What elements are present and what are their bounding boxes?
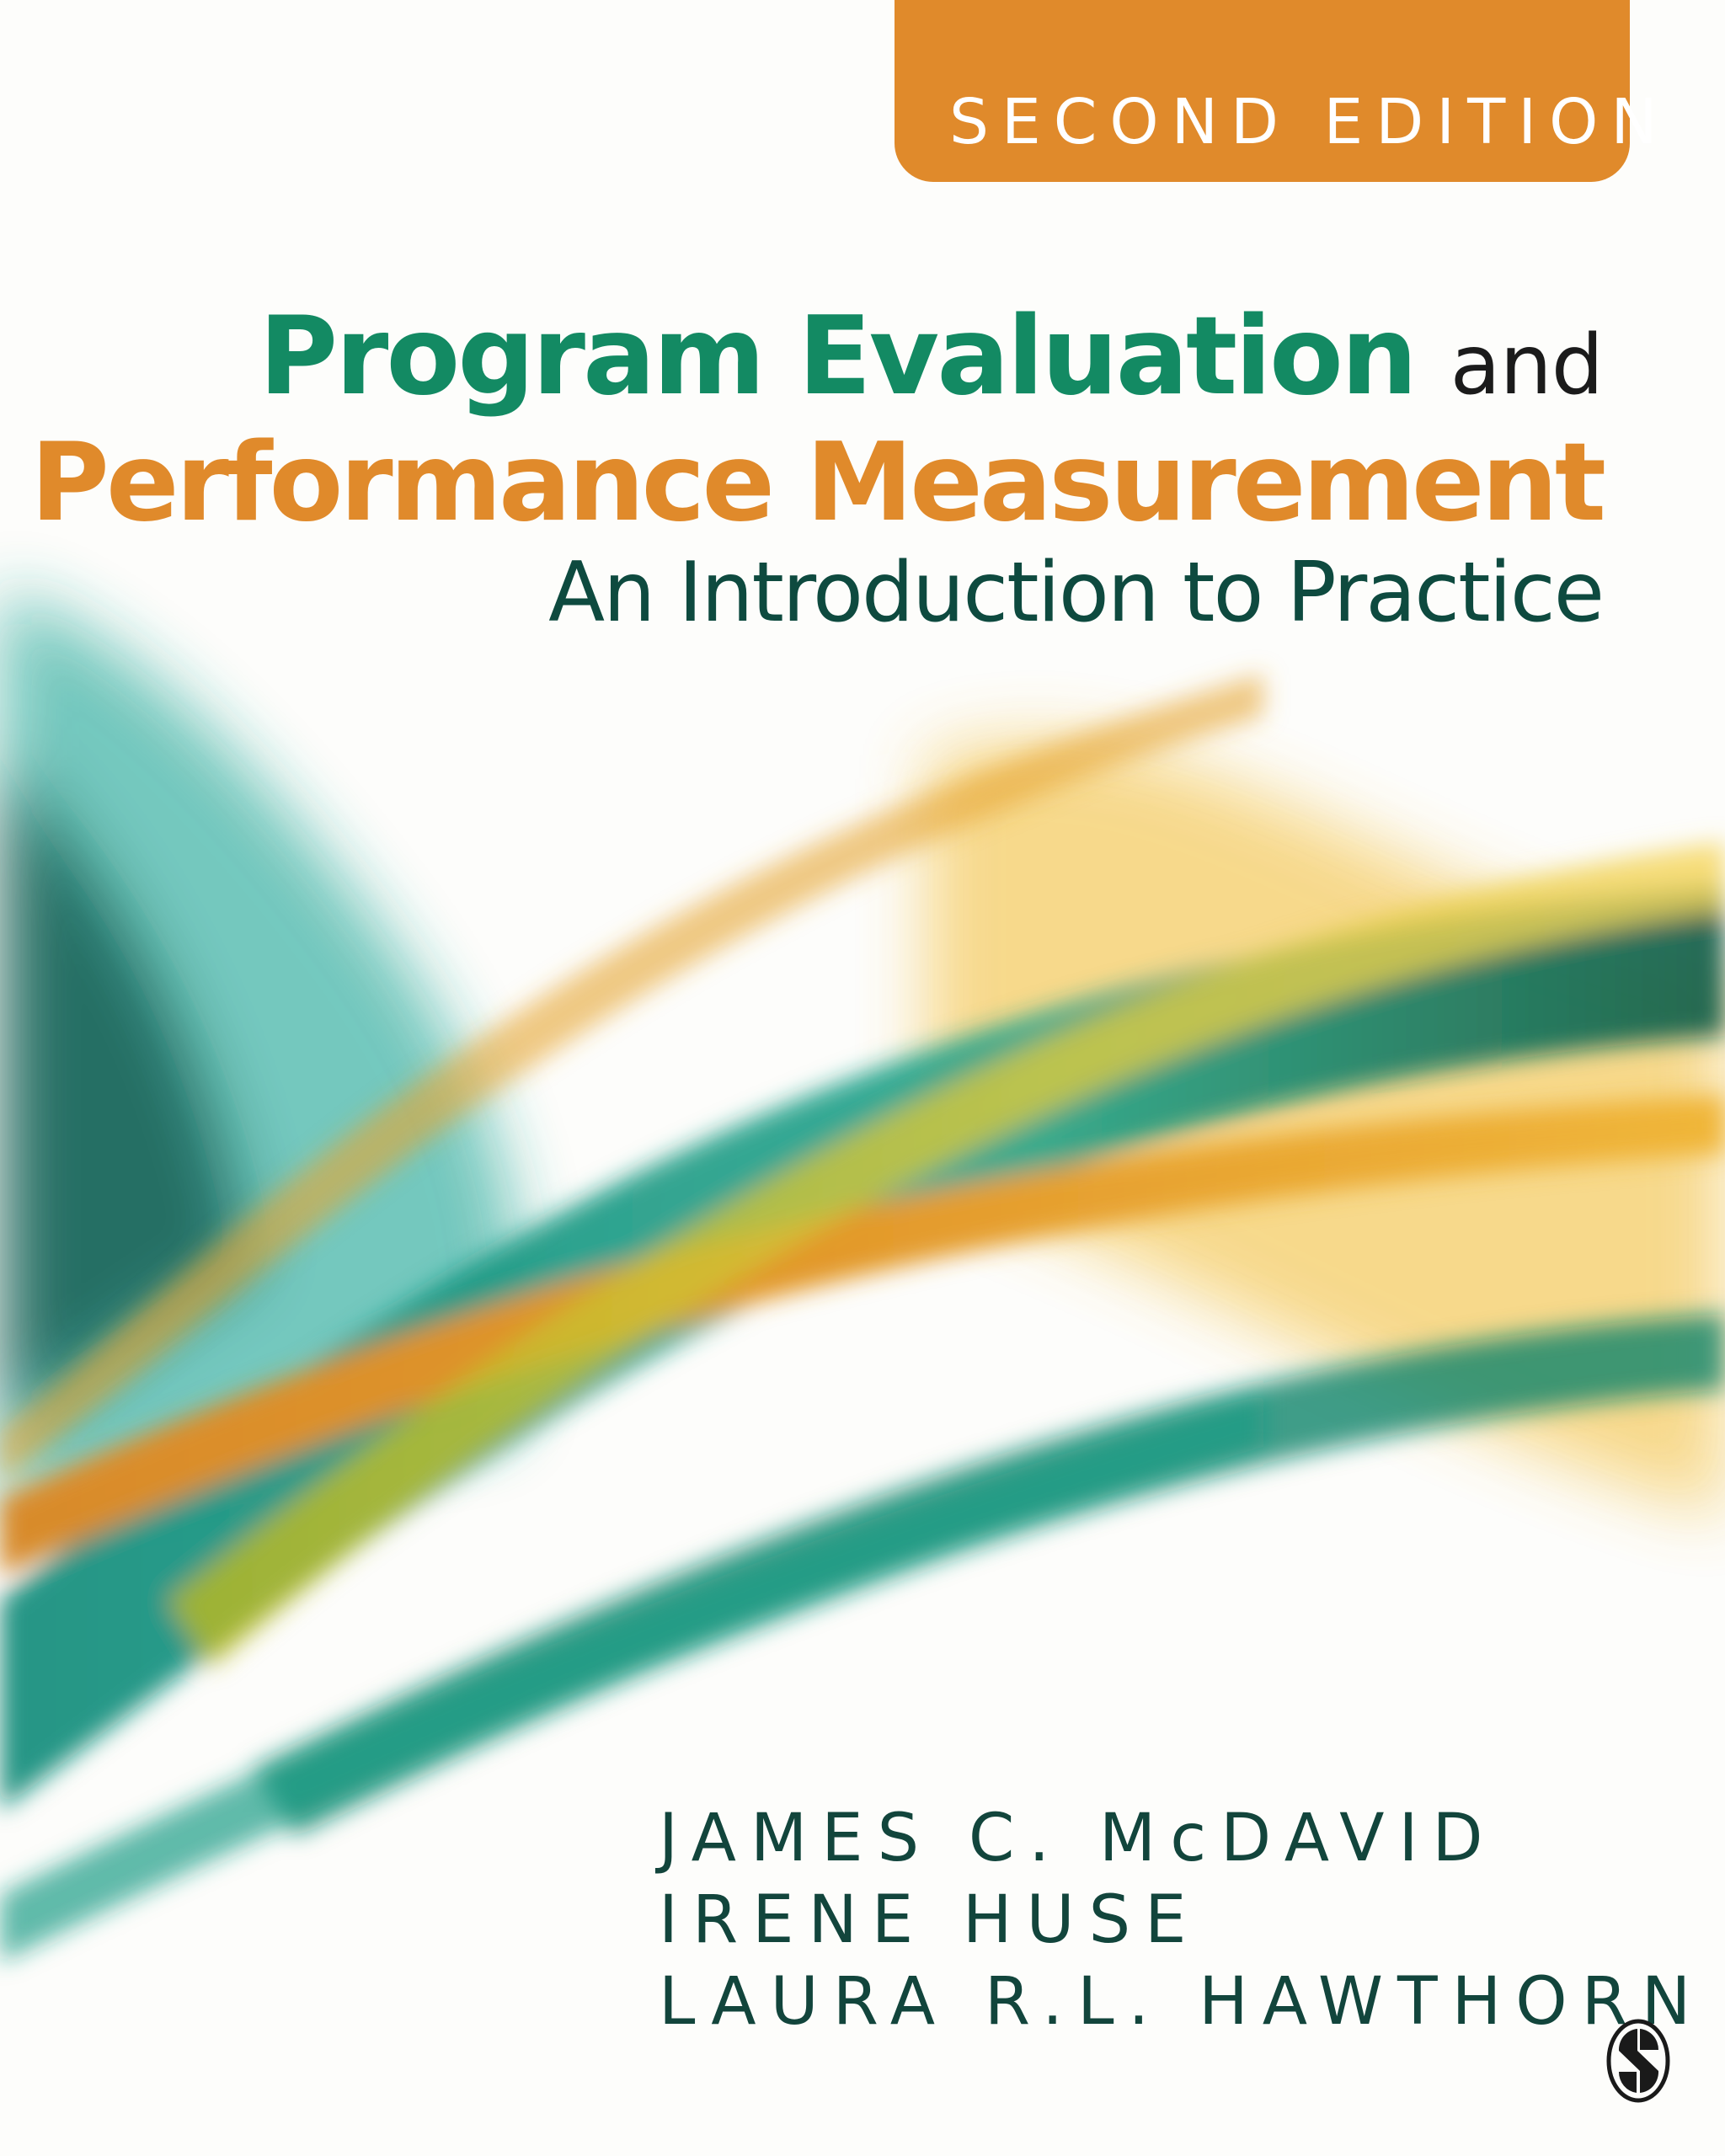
sage-logo-icon (1606, 2019, 1670, 2103)
author-name: JAMES C. McDAVID (659, 1801, 1498, 1876)
title-line-1: Program Evaluation and (259, 303, 1604, 414)
title-part-1: Program Evaluation (259, 294, 1418, 419)
title-part-2: Performance Measurement (30, 420, 1606, 546)
author-list: JAMES C. McDAVID IRENE HUSE LAURA R.L. H… (659, 1798, 1705, 2043)
edition-label: SECOND EDITION (949, 86, 1670, 158)
subtitle: An Introduction to Practice (548, 545, 1605, 641)
author-name: IRENE HUSE (659, 1882, 1201, 1958)
edition-tab (895, 0, 1630, 182)
author-name: LAURA R.L. HAWTHORN (659, 1964, 1706, 2040)
title-connector: and (1450, 318, 1604, 414)
